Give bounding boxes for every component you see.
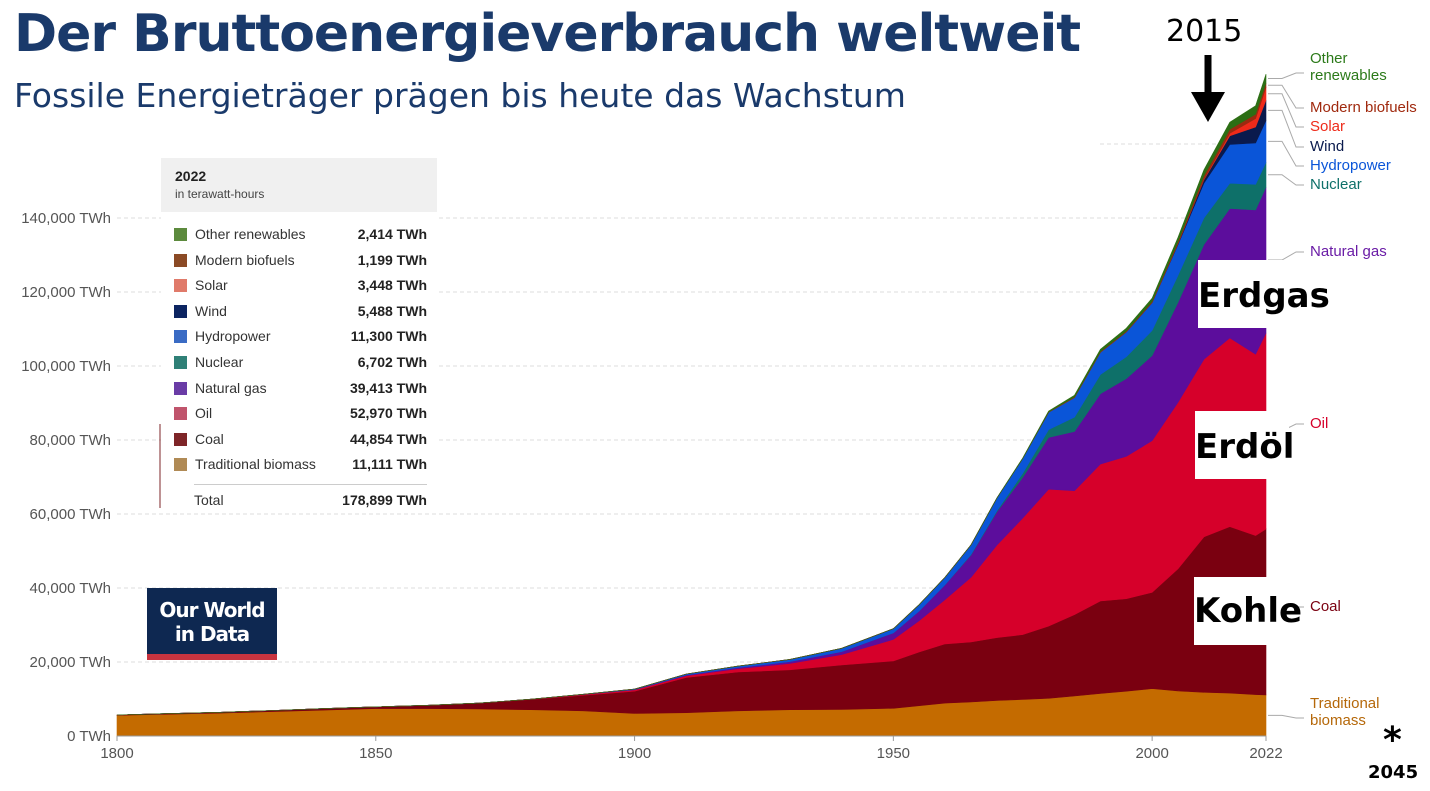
y-tick-label-4: 80,000 TWh <box>30 432 111 449</box>
logo-line-1: Our World <box>159 598 265 622</box>
chart-title: Der Bruttoenergieverbrauch weltweit <box>14 4 1081 64</box>
legend-swatch <box>174 458 187 472</box>
legend-row-coal: Coal 44,854 TWh <box>174 430 427 450</box>
label-connector-3 <box>1268 251 1304 261</box>
year-marker-label: 2015 <box>1166 14 1243 49</box>
callout-gas: Erdgas <box>1198 260 1330 328</box>
legend-row-solar: Solar 3,448 TWh <box>174 276 427 296</box>
footnote-year: 2045 <box>1368 762 1419 783</box>
x-tick-label-5: 2022 <box>1249 745 1282 762</box>
chart-subtitle: Fossile Energieträger prägen bis heute d… <box>14 76 906 115</box>
series-label-natural-gas: Natural gas <box>1310 243 1387 260</box>
legend-row-oil: Oil 52,970 TWh <box>174 404 427 424</box>
legend-name: Modern biofuels <box>195 251 295 268</box>
callout-oil: Erdöl <box>1195 411 1294 479</box>
legend-name: Oil <box>195 405 213 422</box>
area-series <box>116 74 1267 737</box>
legend-value: 44,854 TWh <box>349 430 427 447</box>
year-arrow-head <box>1191 92 1225 122</box>
legend-value: 39,413 TWh <box>349 379 427 396</box>
legend-swatch <box>174 356 187 369</box>
legend-swatch <box>174 407 187 421</box>
legend-value: 11,300 TWh <box>350 328 427 345</box>
legend-name: Traditional biomass <box>195 456 316 473</box>
legend-value: 5,488 TWh <box>357 302 427 319</box>
series-labels: Traditional biomass Coal Oil Natural gas Nucl… <box>159 50 1417 729</box>
legend-name: Other renewables <box>195 226 306 242</box>
legend-unit: in terawatt-hours <box>175 187 265 201</box>
legend-value: 2,414 TWh <box>357 226 427 242</box>
legend-name: Nuclear <box>195 354 244 370</box>
y-tick-label-1: 20,000 TWh <box>30 654 111 671</box>
callout-coal: Kohle <box>1194 577 1302 645</box>
axes: 0 TWh 20,000 TWh 40,000 TWh 60,000 TWh 80,00… <box>21 210 1282 762</box>
legend-row-nuclear: Nuclear 6,702 TWh <box>174 353 427 373</box>
legend-value: 3,448 TWh <box>357 277 427 294</box>
legend-swatch <box>174 228 187 241</box>
legend-name: Wind <box>195 302 227 319</box>
legend-name: Hydropower <box>195 328 271 345</box>
logo-line-2: in Data <box>174 622 250 646</box>
legend-swatch <box>174 304 187 318</box>
legend-row-natural-gas: Natural gas 39,413 TWh <box>174 379 427 399</box>
label-connector-4 <box>1268 174 1304 186</box>
legend-row-traditional-biomass: Traditional biomass 11,111 TWh <box>174 455 427 475</box>
label-connector-8 <box>1268 84 1304 109</box>
legend-name: Solar <box>195 277 228 294</box>
legend-total-row: Total 178,899 TWh <box>194 484 427 508</box>
legend-table: 2022 in terawatt-hours Other renewables 2… <box>161 158 437 510</box>
y-tick-label-5: 100,000 TWh <box>21 358 111 375</box>
x-tick-label-2: 1900 <box>618 745 651 762</box>
label-connector-6 <box>1268 109 1304 148</box>
y-tick-label-0: 0 TWh <box>67 728 111 745</box>
legend-name: Natural gas <box>195 379 267 396</box>
series-label-coal: Coal <box>1310 598 1341 615</box>
legend-header: 2022 in terawatt-hours <box>161 158 437 212</box>
y-tick-label-3: 60,000 TWh <box>30 506 111 523</box>
legend-total-label: Total <box>194 492 224 508</box>
legend-row-wind: Wind 5,488 TWh <box>174 302 427 322</box>
legend-year: 2022 <box>175 168 207 184</box>
legend-value: 52,970 TWh <box>349 405 427 422</box>
area-other-renewables <box>116 74 1267 716</box>
y-tick-label-2: 40,000 TWh <box>30 580 111 597</box>
series-label-wind: Wind <box>1310 138 1344 155</box>
legend-swatch <box>174 381 187 395</box>
series-label-other-renewables: Other renewables <box>1310 50 1387 84</box>
x-tick-label-3: 1950 <box>877 745 910 762</box>
series-label-traditional-biomass: Traditional biomass <box>1310 695 1379 729</box>
footnote-star: * <box>1383 720 1402 761</box>
label-connector-7 <box>1268 93 1304 128</box>
legend-swatch <box>174 279 187 293</box>
legend-value: 6,702 TWh <box>357 354 427 370</box>
legend-row-other-renewables: Other renewables 2,414 TWh <box>174 225 427 245</box>
legend-row-hydropower: Hydropower 11,300 TWh <box>174 327 427 347</box>
legend-total-value: 178,899 TWh <box>342 492 427 508</box>
legend-row-modern-biofuels: Modern biofuels 1,199 TWh <box>174 251 427 271</box>
y-tick-label-6: 120,000 TWh <box>21 284 111 301</box>
series-label-hydropower: Hydropower <box>1310 157 1391 174</box>
series-label-oil: Oil <box>1310 415 1328 432</box>
y-tick-label-7: 140,000 TWh <box>21 210 111 227</box>
legend-value: 1,199 TWh <box>357 251 427 268</box>
series-label-modern-biofuels: Modern biofuels <box>1310 99 1417 116</box>
legend-swatch <box>174 330 187 344</box>
x-tick-label-1: 1850 <box>359 745 392 762</box>
owid-logo: Our World in Data <box>147 588 277 660</box>
legend-swatch <box>174 253 187 267</box>
legend-value: 11,111 TWh <box>352 456 427 473</box>
label-connector-5 <box>1268 140 1304 167</box>
label-connector-0 <box>1268 714 1304 719</box>
x-tick-label-0: 1800 <box>100 745 133 762</box>
label-connector-9 <box>1268 72 1304 79</box>
series-label-solar: Solar <box>1310 118 1345 135</box>
legend-name: Coal <box>195 430 224 447</box>
x-tick-label-4: 2000 <box>1135 745 1168 762</box>
series-label-nuclear: Nuclear <box>1310 176 1362 193</box>
legend-swatch <box>174 432 187 446</box>
